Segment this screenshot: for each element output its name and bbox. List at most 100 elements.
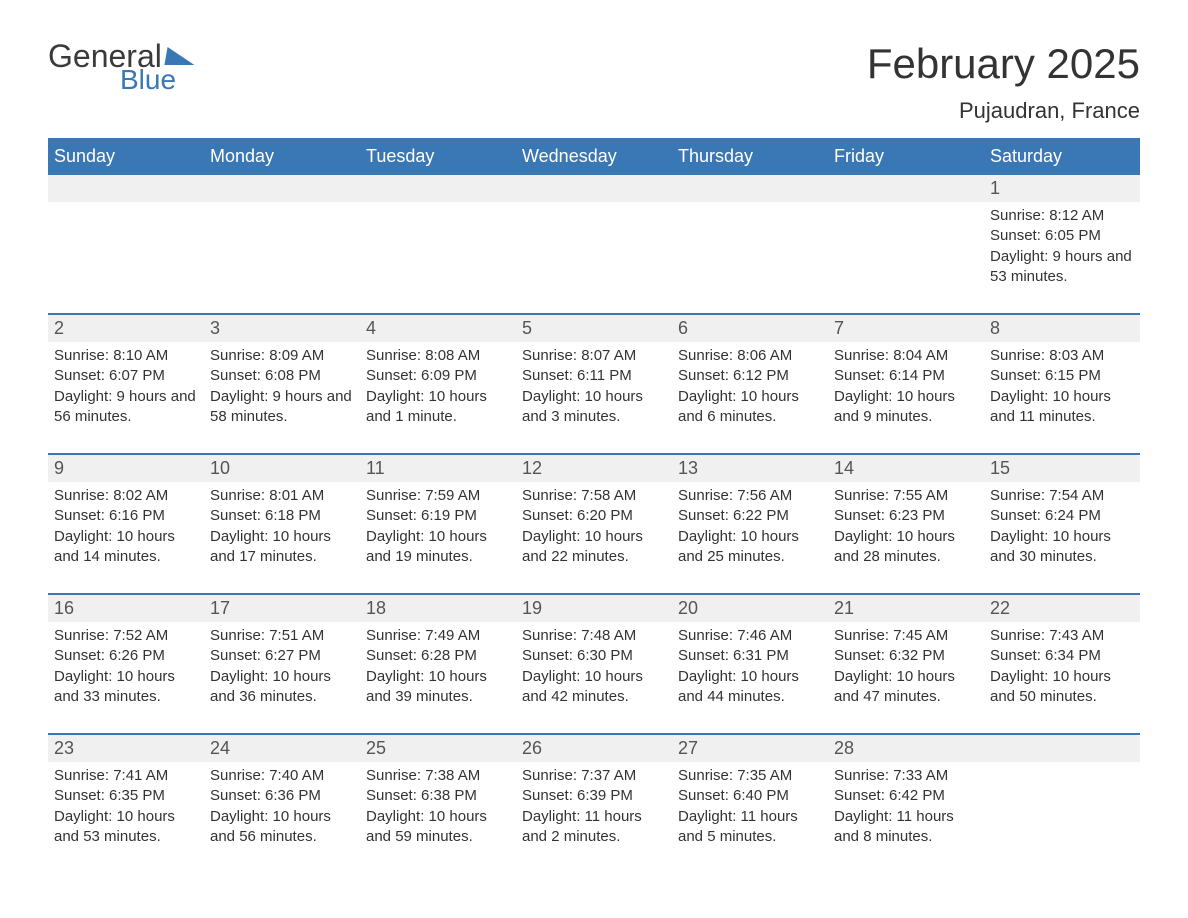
daylight-line: Daylight: 11 hours and 2 minutes.: [522, 807, 666, 848]
day-number: [204, 175, 360, 202]
day-info: Sunrise: 8:07 AMSunset: 6:11 PMDaylight:…: [516, 342, 672, 437]
day-number: 12: [516, 455, 672, 482]
week-block: 1Sunrise: 8:12 AMSunset: 6:05 PMDaylight…: [48, 175, 1140, 297]
daylight-line: Daylight: 10 hours and 30 minutes.: [990, 527, 1134, 568]
sunrise-line: Sunrise: 8:04 AM: [834, 346, 978, 366]
sunrise-line: Sunrise: 7:49 AM: [366, 626, 510, 646]
day-number: [48, 175, 204, 202]
logo-flag-icon: [164, 47, 197, 65]
daylight-line: Daylight: 10 hours and 59 minutes.: [366, 807, 510, 848]
daylight-line: Daylight: 10 hours and 36 minutes.: [210, 667, 354, 708]
day-number: 20: [672, 595, 828, 622]
sunset-line: Sunset: 6:32 PM: [834, 646, 978, 666]
day-info: Sunrise: 7:33 AMSunset: 6:42 PMDaylight:…: [828, 762, 984, 857]
day-number: 18: [360, 595, 516, 622]
day-number: 10: [204, 455, 360, 482]
sunrise-line: Sunrise: 7:59 AM: [366, 486, 510, 506]
daynum-row: 1: [48, 175, 1140, 202]
day-info: Sunrise: 7:55 AMSunset: 6:23 PMDaylight:…: [828, 482, 984, 577]
day-info: Sunrise: 7:48 AMSunset: 6:30 PMDaylight:…: [516, 622, 672, 717]
day-info: Sunrise: 8:06 AMSunset: 6:12 PMDaylight:…: [672, 342, 828, 437]
sunset-line: Sunset: 6:24 PM: [990, 506, 1134, 526]
info-row: Sunrise: 7:41 AMSunset: 6:35 PMDaylight:…: [48, 762, 1140, 857]
day-number: 24: [204, 735, 360, 762]
day-info: Sunrise: 8:01 AMSunset: 6:18 PMDaylight:…: [204, 482, 360, 577]
day-info: Sunrise: 7:52 AMSunset: 6:26 PMDaylight:…: [48, 622, 204, 717]
day-number: 26: [516, 735, 672, 762]
day-info: Sunrise: 8:10 AMSunset: 6:07 PMDaylight:…: [48, 342, 204, 437]
daylight-line: Daylight: 10 hours and 11 minutes.: [990, 387, 1134, 428]
sunset-line: Sunset: 6:23 PM: [834, 506, 978, 526]
sunrise-line: Sunrise: 7:41 AM: [54, 766, 198, 786]
info-row: Sunrise: 8:02 AMSunset: 6:16 PMDaylight:…: [48, 482, 1140, 577]
week-block: 9101112131415Sunrise: 8:02 AMSunset: 6:1…: [48, 453, 1140, 577]
sunset-line: Sunset: 6:12 PM: [678, 366, 822, 386]
info-row: Sunrise: 7:52 AMSunset: 6:26 PMDaylight:…: [48, 622, 1140, 717]
sunset-line: Sunset: 6:39 PM: [522, 786, 666, 806]
sunrise-line: Sunrise: 8:12 AM: [990, 206, 1134, 226]
weekday-header: Sunday: [48, 138, 204, 175]
daylight-line: Daylight: 10 hours and 53 minutes.: [54, 807, 198, 848]
sunset-line: Sunset: 6:11 PM: [522, 366, 666, 386]
sunset-line: Sunset: 6:28 PM: [366, 646, 510, 666]
day-info: [516, 202, 672, 297]
weekday-header: Wednesday: [516, 138, 672, 175]
weekday-header: Thursday: [672, 138, 828, 175]
logo: General Blue: [48, 40, 196, 94]
day-number: 15: [984, 455, 1140, 482]
sunset-line: Sunset: 6:14 PM: [834, 366, 978, 386]
daylight-line: Daylight: 10 hours and 19 minutes.: [366, 527, 510, 568]
day-number: 21: [828, 595, 984, 622]
daylight-line: Daylight: 10 hours and 9 minutes.: [834, 387, 978, 428]
sunset-line: Sunset: 6:22 PM: [678, 506, 822, 526]
sunset-line: Sunset: 6:36 PM: [210, 786, 354, 806]
daylight-line: Daylight: 11 hours and 8 minutes.: [834, 807, 978, 848]
daylight-line: Daylight: 10 hours and 1 minute.: [366, 387, 510, 428]
weekday-header: Tuesday: [360, 138, 516, 175]
sunset-line: Sunset: 6:26 PM: [54, 646, 198, 666]
sunrise-line: Sunrise: 7:55 AM: [834, 486, 978, 506]
weekday-header-row: SundayMondayTuesdayWednesdayThursdayFrid…: [48, 138, 1140, 175]
day-info: Sunrise: 7:59 AMSunset: 6:19 PMDaylight:…: [360, 482, 516, 577]
day-info: Sunrise: 7:37 AMSunset: 6:39 PMDaylight:…: [516, 762, 672, 857]
sunset-line: Sunset: 6:16 PM: [54, 506, 198, 526]
daylight-line: Daylight: 10 hours and 44 minutes.: [678, 667, 822, 708]
day-info: Sunrise: 8:09 AMSunset: 6:08 PMDaylight:…: [204, 342, 360, 437]
daylight-line: Daylight: 10 hours and 22 minutes.: [522, 527, 666, 568]
sunrise-line: Sunrise: 8:01 AM: [210, 486, 354, 506]
sunset-line: Sunset: 6:09 PM: [366, 366, 510, 386]
day-number: [828, 175, 984, 202]
day-number: 25: [360, 735, 516, 762]
daylight-line: Daylight: 9 hours and 58 minutes.: [210, 387, 354, 428]
sunrise-line: Sunrise: 7:35 AM: [678, 766, 822, 786]
day-number: 3: [204, 315, 360, 342]
day-number: 19: [516, 595, 672, 622]
day-info: Sunrise: 7:41 AMSunset: 6:35 PMDaylight:…: [48, 762, 204, 857]
weekday-header: Monday: [204, 138, 360, 175]
sunrise-line: Sunrise: 7:52 AM: [54, 626, 198, 646]
sunrise-line: Sunrise: 7:33 AM: [834, 766, 978, 786]
logo-text2: Blue: [120, 66, 196, 94]
daylight-line: Daylight: 10 hours and 33 minutes.: [54, 667, 198, 708]
calendar: SundayMondayTuesdayWednesdayThursdayFrid…: [48, 138, 1140, 857]
day-info: Sunrise: 7:54 AMSunset: 6:24 PMDaylight:…: [984, 482, 1140, 577]
day-number: 14: [828, 455, 984, 482]
sunset-line: Sunset: 6:38 PM: [366, 786, 510, 806]
sunrise-line: Sunrise: 8:03 AM: [990, 346, 1134, 366]
sunset-line: Sunset: 6:19 PM: [366, 506, 510, 526]
daylight-line: Daylight: 10 hours and 25 minutes.: [678, 527, 822, 568]
sunrise-line: Sunrise: 8:10 AM: [54, 346, 198, 366]
sunset-line: Sunset: 6:27 PM: [210, 646, 354, 666]
sunrise-line: Sunrise: 7:58 AM: [522, 486, 666, 506]
week-block: 232425262728Sunrise: 7:41 AMSunset: 6:35…: [48, 733, 1140, 857]
day-number: 17: [204, 595, 360, 622]
day-info: Sunrise: 8:12 AMSunset: 6:05 PMDaylight:…: [984, 202, 1140, 297]
sunrise-line: Sunrise: 7:43 AM: [990, 626, 1134, 646]
sunset-line: Sunset: 6:18 PM: [210, 506, 354, 526]
day-number: [516, 175, 672, 202]
location: Pujaudran, France: [867, 98, 1140, 124]
sunrise-line: Sunrise: 7:48 AM: [522, 626, 666, 646]
daynum-row: 9101112131415: [48, 455, 1140, 482]
day-info: [204, 202, 360, 297]
day-number: [984, 735, 1140, 762]
